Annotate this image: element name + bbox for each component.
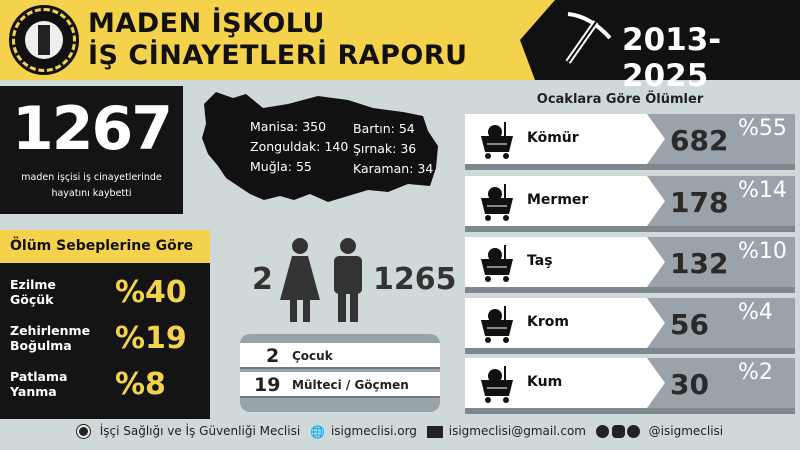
- city-stat: Manisa: 350: [250, 119, 327, 134]
- stat-row-children: 2 Çocuk: [240, 343, 440, 369]
- city-stat: Zonguldak: 140: [250, 139, 349, 154]
- mine-name: Krom: [527, 314, 569, 330]
- facebook-icon[interactable]: [626, 425, 640, 438]
- cause-label: Boğulma: [10, 338, 72, 353]
- special-stats-card: 2 Çocuk 19 Mülteci / Göçmen: [240, 334, 440, 412]
- female-icon: [280, 238, 320, 322]
- mine-count: 56: [670, 308, 709, 341]
- mail-icon: [426, 425, 443, 438]
- footer: İşçi Sağlığı ve İş Güvenliği Meclisi 🌐 is…: [0, 424, 800, 439]
- stat-number: 2: [266, 345, 280, 367]
- cause-percent: %8: [115, 367, 166, 402]
- city-stat: Bartın: 54: [353, 121, 415, 136]
- cause-label: Zehirlenme: [10, 323, 91, 338]
- cause-label: Patlama: [10, 369, 68, 384]
- cause-percent: %40: [115, 275, 187, 310]
- year-range: 2013-2025: [622, 22, 722, 94]
- mine-count: 682: [670, 124, 729, 157]
- stat-label: Mülteci / Göçmen: [292, 378, 409, 392]
- mine-count: 178: [670, 186, 729, 219]
- city-stat: Muğla: 55: [250, 159, 312, 174]
- mine-name: Kömür: [527, 130, 579, 146]
- mine-card: Taş 132 %10: [465, 237, 795, 293]
- mine-name: Taş: [527, 253, 553, 269]
- title-line-2: İŞ CİNAYETLERİ RAPORU: [88, 40, 468, 71]
- male-count: 1265: [373, 262, 457, 297]
- instagram-icon[interactable]: [611, 425, 625, 438]
- city-stat: Şırnak: 36: [353, 141, 417, 156]
- mine-percent: %2: [738, 360, 773, 385]
- mine-count: 132: [670, 247, 729, 280]
- cause-percent: %19: [115, 321, 187, 356]
- causes-title: Ölüm Sebeplerine Göre: [0, 230, 210, 263]
- city-stat: Karaman: 34: [353, 161, 434, 176]
- mine-card: Krom 56 %4: [465, 298, 795, 354]
- cause-label: Ezilme: [10, 277, 56, 292]
- mine-card: Kömür 682 %55: [465, 114, 795, 170]
- mine-percent: %14: [738, 178, 787, 203]
- footer-email[interactable]: isigmeclisi@gmail.com: [448, 424, 586, 438]
- org-logo-icon: [75, 424, 91, 439]
- mine-count: 30: [670, 368, 709, 401]
- female-count: 2: [252, 262, 273, 297]
- footer-org: İşçi Sağlığı ve İş Güvenliği Meclisi: [99, 424, 301, 438]
- mine-cart-icon: [481, 306, 513, 343]
- turkey-map: Manisa: 350 Zonguldak: 140 Muğla: 55 Bar…: [198, 86, 443, 211]
- globe-icon: 🌐: [310, 424, 325, 439]
- mine-cart-icon: [481, 122, 513, 159]
- mine-cart-icon: [481, 245, 513, 282]
- mine-percent: %10: [738, 239, 787, 264]
- mine-card: Mermer 178 %14: [465, 176, 795, 232]
- pickaxe-icon: [565, 12, 612, 64]
- stat-number: 19: [254, 374, 281, 396]
- footer-social-handle[interactable]: @isigmeclisi: [648, 424, 724, 438]
- total-deaths-number: 1267: [12, 94, 173, 164]
- mines-title: Ocaklara Göre Ölümler: [536, 92, 704, 107]
- mine-name: Kum: [527, 374, 563, 390]
- cause-label: Yanma: [10, 384, 57, 399]
- organization-logo: [9, 5, 79, 75]
- turkey-silhouette: [202, 92, 438, 202]
- footer-website[interactable]: isigmeclisi.org: [330, 424, 417, 438]
- mine-name: Mermer: [527, 192, 589, 208]
- title-line-1: MADEN İŞKOLU: [88, 8, 325, 39]
- total-deaths-box: 1267 maden işçisi iş cinayetlerinde haya…: [0, 86, 183, 214]
- stat-row-refugees: 19 Mülteci / Göçmen: [240, 372, 440, 398]
- total-deaths-caption: maden işçisi iş cinayetlerinde hayatını …: [21, 172, 162, 199]
- mine-cart-icon: [481, 366, 513, 403]
- mine-cart-icon: [481, 184, 513, 221]
- causes-panel: Ezilme Göçük %40 Zehirlenme Boğulma %19 Pa…: [0, 263, 210, 419]
- male-icon: [334, 238, 362, 322]
- mine-percent: %4: [738, 300, 773, 325]
- mine-card: Kum 30 %2: [465, 358, 795, 414]
- stat-label: Çocuk: [292, 349, 333, 363]
- mine-percent: %55: [738, 116, 787, 141]
- x-icon[interactable]: [595, 425, 609, 438]
- people-icons: [280, 238, 362, 322]
- cause-label: Göçük: [10, 292, 54, 307]
